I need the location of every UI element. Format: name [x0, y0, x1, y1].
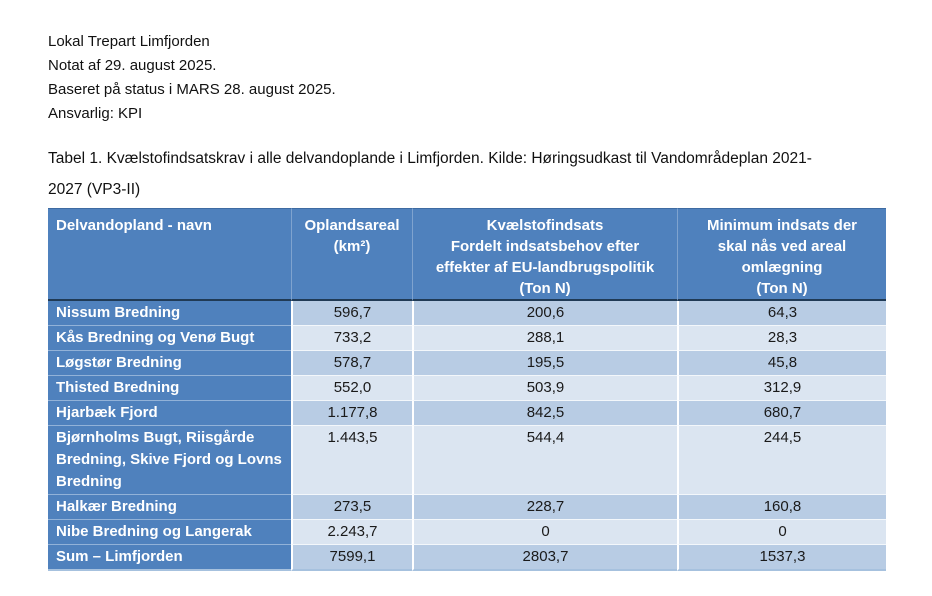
table-row: Løgstør Bredning 578,7 195,5 45,8 [48, 350, 886, 375]
row-kvaelstof-cell: 503,9 [412, 375, 677, 400]
row-area-cell: 552,0 [291, 375, 412, 400]
col-header-text: Oplandsareal [304, 217, 400, 234]
nitrogen-requirements-table: Delvandopland - navn Oplandsareal (km²) … [48, 208, 886, 571]
row-kvaelstof-cell: 200,6 [412, 301, 677, 325]
row-name-cell: Løgstør Bredning [48, 350, 291, 375]
header-row: Delvandopland - navn Oplandsareal (km²) … [48, 208, 886, 301]
col-header-text: Delvandopland - navn [56, 217, 212, 234]
table-body: Nissum Bredning 596,7 200,6 64,3 Kås Bre… [48, 301, 886, 571]
doc-responsible: Ansvarlig: KPI [48, 105, 143, 122]
row-minimum-cell: 0 [677, 519, 886, 544]
table-row-sum: Sum – Limfjorden 7599,1 2803,7 1537,3 [48, 544, 886, 571]
table-row: Nissum Bredning 596,7 200,6 64,3 [48, 301, 886, 325]
row-name-cell: Hjarbæk Fjord [48, 400, 291, 425]
row-kvaelstof-cell: 228,7 [412, 494, 677, 519]
row-area-cell: 578,7 [291, 350, 412, 375]
row-minimum-cell: 244,5 [677, 425, 886, 494]
col-header-text: skal nås ved areal [717, 238, 847, 255]
row-minimum-cell: 45,8 [677, 350, 886, 375]
doc-header: Lokal Trepart Limfjorden Notat af 29. au… [48, 30, 886, 126]
col-header-minimum-indsats: Minimum indsats der skal nås ved areal o… [677, 208, 886, 301]
col-header-text: Fordelt indsatsbehov efter [450, 238, 640, 255]
col-header-unit: (Ton N) [519, 280, 571, 297]
row-kvaelstof-cell: 2803,7 [412, 544, 677, 571]
row-minimum-cell: 28,3 [677, 325, 886, 350]
row-name-cell: Halkær Bredning [48, 494, 291, 519]
caption-line-2: 2027 (VP3-II) [48, 181, 141, 198]
row-name-cell: Nissum Bredning [48, 301, 291, 325]
row-area-cell: 596,7 [291, 301, 412, 325]
row-minimum-cell: 160,8 [677, 494, 886, 519]
table-row: Halkær Bredning 273,5 228,7 160,8 [48, 494, 886, 519]
row-area-cell: 1.177,8 [291, 400, 412, 425]
row-area-cell: 7599,1 [291, 544, 412, 571]
row-kvaelstof-cell: 288,1 [412, 325, 677, 350]
caption-line-1: Tabel 1. Kvælstofindsatskrav i alle delv… [48, 150, 812, 167]
col-header-text: Kvælstofindsats [486, 217, 604, 234]
row-name-cell: Nibe Bredning og Langerak [48, 519, 291, 544]
table-row: Nibe Bredning og Langerak 2.243,7 0 0 [48, 519, 886, 544]
row-name-cell: Kås Bredning og Venø Bugt [48, 325, 291, 350]
row-area-cell: 2.243,7 [291, 519, 412, 544]
doc-title: Lokal Trepart Limfjorden [48, 33, 210, 50]
col-header-oplandsareal: Oplandsareal (km²) [291, 208, 412, 301]
table-caption: Tabel 1. Kvælstofindsatskrav i alle delv… [48, 143, 886, 205]
row-minimum-cell: 1537,3 [677, 544, 886, 571]
row-minimum-cell: 680,7 [677, 400, 886, 425]
row-minimum-cell: 64,3 [677, 301, 886, 325]
col-header-unit: (km²) [333, 238, 371, 255]
row-name-cell: Thisted Bredning [48, 375, 291, 400]
col-header-text: Minimum indsats der [706, 217, 858, 234]
row-area-cell: 273,5 [291, 494, 412, 519]
row-kvaelstof-cell: 195,5 [412, 350, 677, 375]
row-kvaelstof-cell: 0 [412, 519, 677, 544]
row-kvaelstof-cell: 544,4 [412, 425, 677, 494]
table-row: Kås Bredning og Venø Bugt 733,2 288,1 28… [48, 325, 886, 350]
table-row: Hjarbæk Fjord 1.177,8 842,5 680,7 [48, 400, 886, 425]
row-minimum-cell: 312,9 [677, 375, 886, 400]
table-row: Thisted Bredning 552,0 503,9 312,9 [48, 375, 886, 400]
col-header-text: omlægning [741, 259, 823, 276]
doc-status-line: Baseret på status i MARS 28. august 2025… [48, 81, 336, 98]
col-header-text: effekter af EU-landbrugspolitik [435, 259, 655, 276]
row-area-cell: 1.443,5 [291, 425, 412, 494]
row-kvaelstof-cell: 842,5 [412, 400, 677, 425]
row-area-cell: 733,2 [291, 325, 412, 350]
table-row: Bjørnholms Bugt, Riisgårde Bredning, Ski… [48, 425, 886, 494]
row-name-cell: Bjørnholms Bugt, Riisgårde Bredning, Ski… [48, 425, 291, 494]
col-header-delvandopland: Delvandopland - navn [48, 208, 291, 301]
col-header-kvaelstofindsats: Kvælstofindsats Fordelt indsatsbehov eft… [412, 208, 677, 301]
row-name-cell: Sum – Limfjorden [48, 544, 291, 571]
doc-note-date: Notat af 29. august 2025. [48, 57, 217, 74]
col-header-unit: (Ton N) [756, 280, 808, 297]
table-header: Delvandopland - navn Oplandsareal (km²) … [48, 208, 886, 301]
